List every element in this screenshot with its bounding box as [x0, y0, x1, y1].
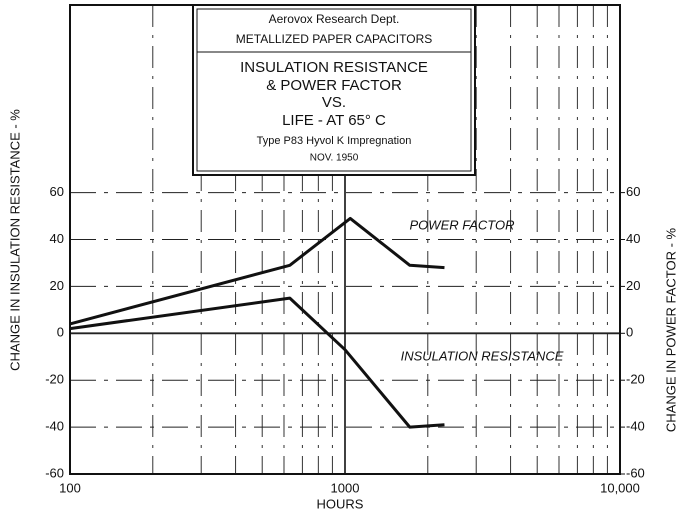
y2-tick-label: 60 [626, 184, 640, 199]
y-axis-label: CHANGE IN INSULATION RESISTANCE - % [7, 109, 22, 371]
x-tick-label: 10,000 [600, 480, 640, 495]
y-tick-label: -20 [45, 372, 64, 387]
y2-tick-label: -60 [626, 465, 645, 480]
x-tick-label: 1000 [331, 480, 360, 495]
title-line: METALLIZED PAPER CAPACITORS [236, 32, 433, 46]
y2-tick-label: 40 [626, 231, 640, 246]
y2-tick-label: -20 [626, 372, 645, 387]
series-label: INSULATION RESISTANCE [401, 348, 564, 363]
y-tick-label: 0 [57, 325, 64, 340]
y2-axis-label: CHANGE IN POWER FACTOR - % [663, 227, 678, 432]
title-line: Type P83 Hyvol K Impregnation [257, 135, 412, 147]
x-axis-label: HOURS [317, 496, 364, 511]
y2-tick-label: 0 [626, 325, 633, 340]
y2-tick-label: 20 [626, 278, 640, 293]
series-line [69, 216, 445, 326]
series-label: POWER FACTOR [410, 217, 515, 232]
title-box [192, 4, 476, 176]
y-tick-label: -60 [45, 465, 64, 480]
title-box-inner [196, 8, 472, 172]
x-tick-label: 100 [59, 480, 81, 495]
title-line: Aerovox Research Dept. [269, 12, 400, 26]
title-line: NOV. 1950 [310, 153, 359, 164]
title-line: INSULATION RESISTANCE [240, 59, 428, 76]
series-line [69, 296, 445, 429]
y-tick-label: -40 [45, 419, 64, 434]
title-line: LIFE - AT 65° C [282, 112, 386, 129]
y-tick-label: 40 [50, 231, 64, 246]
y2-tick-label: -40 [626, 419, 645, 434]
title-line: & POWER FACTOR [266, 77, 402, 94]
y-tick-label: 60 [50, 184, 64, 199]
title-line: VS. [322, 94, 346, 111]
y-tick-label: 20 [50, 278, 64, 293]
